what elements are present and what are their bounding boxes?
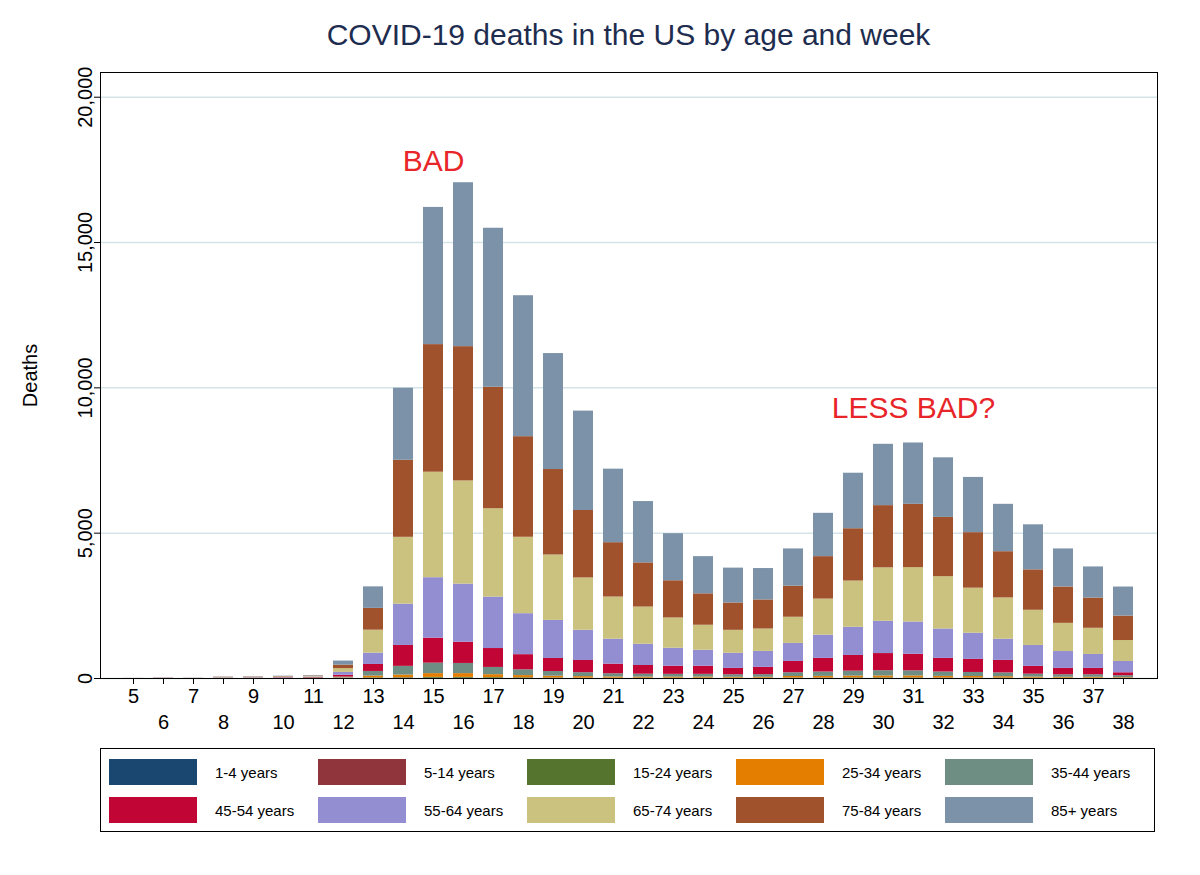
svg-text:26: 26 — [752, 711, 774, 733]
svg-text:17: 17 — [482, 685, 504, 707]
svg-text:16: 16 — [452, 711, 474, 733]
svg-text:34: 34 — [992, 711, 1014, 733]
svg-text:20: 20 — [572, 711, 594, 733]
svg-text:36: 36 — [1052, 711, 1074, 733]
html-text:45-54 years: 45-54 years — [215, 801, 295, 819]
svg-text:21: 21 — [602, 685, 624, 707]
svg-text:31: 31 — [902, 685, 924, 707]
svg-text:6: 6 — [158, 711, 169, 733]
svg-text:5: 5 — [128, 685, 139, 707]
svg-text:0: 0 — [74, 673, 96, 684]
svg-text:14: 14 — [392, 711, 414, 733]
svg-text:9: 9 — [248, 685, 259, 707]
html-text:75-84 years: 75-84 years — [842, 801, 922, 819]
svg-text:33: 33 — [962, 685, 984, 707]
svg-text:24: 24 — [692, 711, 714, 733]
svg-text:29: 29 — [842, 685, 864, 707]
svg-text:13: 13 — [362, 685, 384, 707]
html-text:1-4 years: 1-4 years — [215, 763, 278, 781]
svg-text:10,000: 10,000 — [74, 357, 96, 418]
svg-text:38: 38 — [1112, 711, 1134, 733]
svg-text:28: 28 — [812, 711, 834, 733]
svg-text:11: 11 — [303, 685, 324, 707]
svg-text:15: 15 — [422, 685, 444, 707]
html-text:25-34 years: 25-34 years — [842, 763, 922, 781]
svg-text:15,000: 15,000 — [74, 212, 96, 273]
svg-text:7: 7 — [188, 685, 199, 707]
svg-text:22: 22 — [632, 711, 654, 733]
svg-text:27: 27 — [782, 685, 804, 707]
svg-text:LESS BAD?: LESS BAD? — [832, 391, 995, 424]
svg-text:BAD: BAD — [403, 144, 465, 177]
svg-text:32: 32 — [932, 711, 954, 733]
svg-text:23: 23 — [662, 685, 684, 707]
svg-text:18: 18 — [512, 711, 534, 733]
svg-text:19: 19 — [542, 685, 564, 707]
html-text:85+ years: 85+ years — [1051, 801, 1118, 819]
svg-text:10: 10 — [272, 711, 294, 733]
svg-text:35: 35 — [1022, 685, 1044, 707]
svg-text:5,000: 5,000 — [74, 508, 96, 558]
svg-text:12: 12 — [332, 711, 354, 733]
html-text:COVID-19 deaths in the US by a: COVID-19 deaths in the US by age and wee… — [326, 18, 931, 51]
svg-text:37: 37 — [1082, 685, 1104, 707]
html-text:55-64 years: 55-64 years — [424, 801, 504, 819]
html-text:35-44 years: 35-44 years — [1051, 763, 1131, 781]
svg-text:20,000: 20,000 — [74, 67, 96, 128]
html-text:5-14 years: 5-14 years — [424, 763, 495, 781]
svg-text:Deaths: Deaths — [19, 344, 41, 407]
svg-text:8: 8 — [218, 711, 229, 733]
html-text:15-24 years: 15-24 years — [633, 763, 713, 781]
svg-text:30: 30 — [872, 711, 894, 733]
html-text:65-74 years: 65-74 years — [633, 801, 713, 819]
svg-text:25: 25 — [722, 685, 744, 707]
